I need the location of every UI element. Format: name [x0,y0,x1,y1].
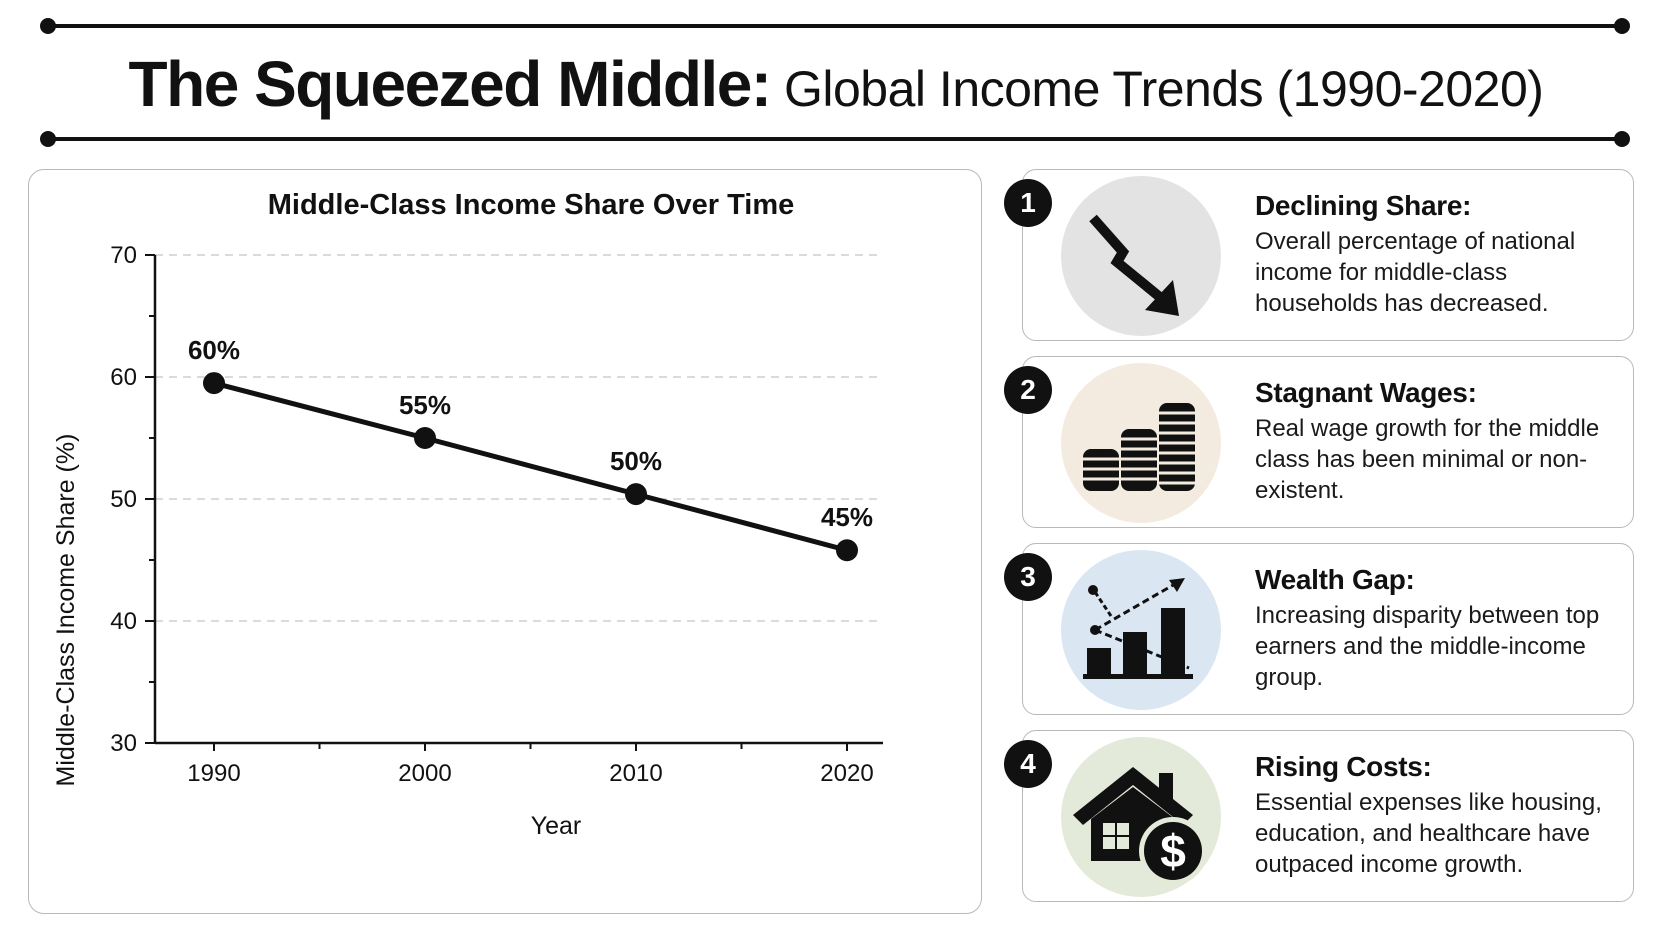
data-label: 60% [188,335,240,365]
info-card-declining-share: Declining Share: Overall percentage of n… [1022,169,1634,341]
series-line [213,380,848,553]
bar-chart-divergence-icon [1083,578,1193,679]
x-tick-label: 2020 [820,760,873,787]
card-title: Stagnant Wages: [1255,377,1477,408]
card-title: Declining Share: [1255,190,1472,221]
header-rule-top [40,18,1630,34]
y-tick-label: 40 [110,608,137,635]
card-body: Increasing disparity between top earners… [1255,602,1600,691]
data-label: 55% [399,390,451,420]
card-number-badge: 3 [1004,553,1052,601]
chart-title: Middle-Class Income Share Over Time [268,189,795,221]
data-point [414,427,436,449]
data-point [625,483,647,506]
card-title: Rising Costs: [1255,751,1432,782]
trend-down-arrow-icon [1089,214,1179,316]
card-title: Wealth Gap: [1255,564,1415,595]
card-icon-circle [1061,550,1221,710]
line-chart: Middle-Class Income Share Over Time 30 40… [52,189,883,840]
card-icon-circle [1061,363,1221,523]
y-axis-title: Middle-Class Income Share (%) [52,434,80,787]
y-tick-label: 70 [110,242,137,269]
chart-panel: Middle-Class Income Share Over Time 30 40… [28,169,982,914]
info-card-stagnant-wages: Stagnant Wages: Real wage growth for the… [1022,356,1634,528]
page-title: The Squeezed Middle: Global Income Trend… [0,42,1672,144]
x-tick-label: 1990 [187,760,240,787]
card-body: Essential expenses like housing, educati… [1255,789,1602,878]
card-body: Real wage growth for the middle class ha… [1255,415,1600,504]
x-axis-title: Year [531,812,582,840]
info-card-rising-costs: $ Rising Costs: Essential expenses like … [1022,730,1634,902]
svg-text:$: $ [1160,825,1186,877]
y-tick-label: 30 [110,730,137,757]
card-number-badge: 1 [1004,179,1052,227]
data-label: 45% [821,502,873,532]
info-card-wealth-gap: Wealth Gap: Increasing disparity between… [1022,543,1634,715]
card-number-badge: 2 [1004,366,1052,414]
card-number-badge: 4 [1004,740,1052,788]
coin-stacks-icon [1083,403,1195,491]
card-body: Overall percentage of national income fo… [1255,228,1576,317]
y-tick-label: 60 [110,364,137,391]
data-point [203,372,225,395]
x-tick-label: 2010 [609,760,662,787]
house-dollar-icon: $ [1073,767,1207,885]
data-label: 50% [610,446,662,476]
card-icon-circle: $ [1061,737,1221,897]
page-title-main: The Squeezed Middle: [128,48,773,120]
x-tick-label: 2000 [398,760,451,787]
header-rule-bottom [40,131,1630,147]
page-title-sub: Global Income Trends (1990-2020) [770,61,1544,117]
data-point [836,539,858,562]
y-tick-label: 50 [110,486,137,513]
card-icon-circle [1061,176,1221,336]
